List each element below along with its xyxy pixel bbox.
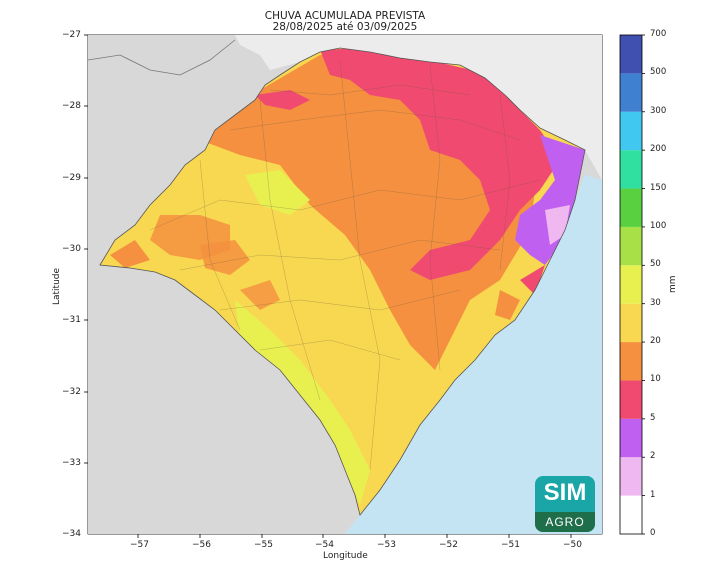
y-tick: −33 [62, 458, 81, 468]
colorbar-swatch [620, 226, 642, 266]
y-axis-label: Latitude [52, 267, 62, 305]
colorbar-level-label: 50 [650, 259, 661, 270]
y-tick: −27 [62, 30, 81, 40]
colorbar-swatch [620, 111, 642, 151]
colorbar-swatch [620, 35, 642, 74]
colorbar-swatch [620, 457, 642, 496]
colorbar-unit: mm [668, 275, 678, 293]
colorbar-level-label: 0 [650, 528, 656, 538]
sim-agro-logo: SIM AGRO [535, 476, 595, 532]
colorbar-level-label: 30 [650, 297, 661, 308]
title-line-1: CHUVA ACUMULADA PREVISTA [264, 10, 426, 22]
colorbar-level-label: 200 [650, 144, 667, 155]
x-tick: −53 [377, 540, 396, 550]
x-tick: −56 [192, 540, 211, 550]
x-tick: −55 [254, 540, 273, 550]
colorbar-swatch [620, 73, 642, 112]
municipal-borders [149, 59, 541, 471]
colorbar-swatch [620, 150, 642, 189]
x-tick: −51 [501, 540, 520, 550]
colorbar-level-label: 150 [650, 182, 667, 193]
y-tick: −34 [62, 529, 81, 539]
colorbar-swatch [620, 265, 642, 304]
colorbar-level-label: 2 [650, 451, 656, 462]
y-tick: −28 [62, 101, 81, 111]
colorbar-level-label: 20 [650, 336, 661, 347]
x-tick: −57 [130, 540, 149, 550]
y-tick: −30 [62, 244, 81, 254]
santa-catarina-land [235, 35, 602, 180]
colorbar-level-label: 5 [650, 412, 656, 423]
colorbar-level-label: 100 [650, 220, 667, 231]
x-tick: −50 [563, 540, 582, 550]
rio-grande-do-sul-outline [99, 47, 586, 516]
axis-ticks [84, 34, 572, 538]
colorbar [619, 34, 645, 535]
country-border-argentina [87, 39, 236, 76]
title-line-2: 28/08/2025 até 03/09/2025 [272, 21, 418, 33]
colorbar-swatch [620, 380, 642, 419]
colorbar-swatch [620, 342, 642, 381]
colorbar-level-label: 300 [650, 105, 667, 116]
colorbar-level-label: 500 [650, 67, 667, 78]
colorbar-level-label: 1 [650, 489, 656, 500]
x-tick: −52 [439, 540, 458, 550]
colorbar-swatch [620, 495, 642, 534]
colorbar-level-label: 700 [650, 29, 667, 39]
colorbar-level-label: 10 [650, 374, 661, 385]
logo-agro-text: AGRO [535, 512, 595, 532]
y-tick: −29 [62, 173, 81, 183]
x-axis-label: Longitude [323, 551, 368, 561]
y-tick: −32 [62, 387, 81, 397]
colorbar-swatch [620, 418, 642, 458]
logo-sim-text: SIM [543, 479, 587, 506]
colorbar-frame [619, 34, 643, 535]
y-tick: −31 [62, 315, 81, 325]
colorbar-swatch [620, 303, 642, 343]
x-tick: −54 [315, 540, 334, 550]
colorbar-swatch [620, 188, 642, 227]
